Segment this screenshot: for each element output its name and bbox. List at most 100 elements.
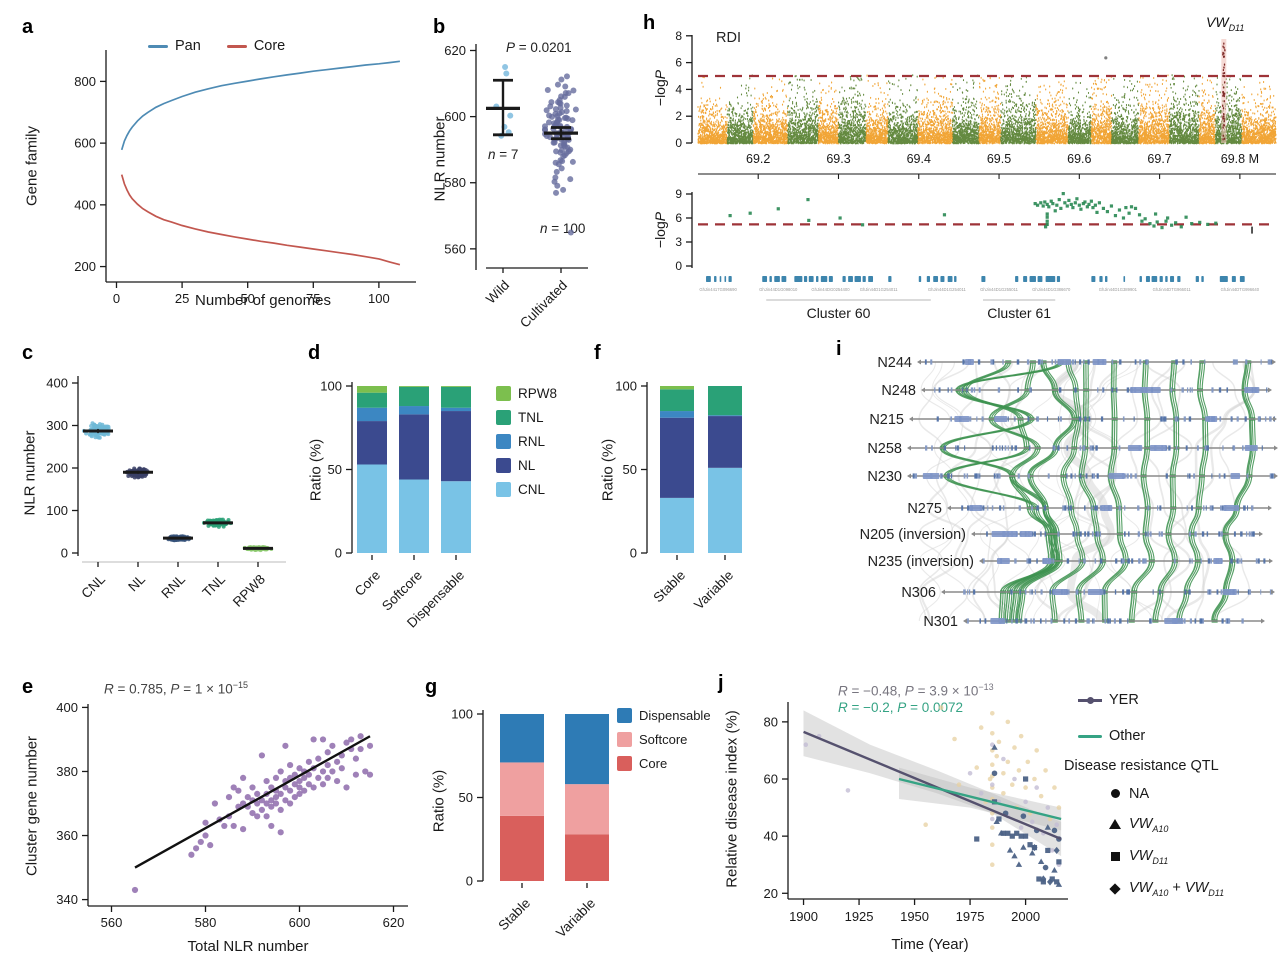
svg-text:Cluster 60: Cluster 60	[807, 305, 871, 321]
svg-text:Core: Core	[352, 568, 383, 599]
panel-a-xlabel: Number of genomes	[195, 292, 331, 309]
legend-item-na: NA	[1108, 786, 1224, 802]
panel-e-letter: e	[22, 676, 34, 698]
core-line-swatch	[226, 44, 247, 48]
legend-item-tnl: TNL	[496, 410, 557, 425]
svg-text:CNL: CNL	[78, 571, 108, 601]
svg-text:N301: N301	[923, 614, 958, 630]
panel-b-pvalue: P = 0.0201	[506, 40, 572, 55]
svg-text:0: 0	[675, 136, 682, 150]
svg-text:GhJin44D1G254011: GhJin44D1G254011	[928, 287, 967, 292]
svg-text:GhJin44D1G254011: GhJin44D1G254011	[860, 287, 899, 292]
panel-b-letter: b	[433, 16, 446, 38]
panel-c-letter: c	[22, 342, 34, 364]
svg-text:600: 600	[289, 915, 311, 930]
svg-text:Variable: Variable	[691, 568, 736, 613]
panel-j-letter: j	[718, 672, 724, 694]
svg-text:Stable: Stable	[495, 896, 533, 934]
svg-text:2000: 2000	[1011, 909, 1040, 924]
svg-text:GhJin4417G096690: GhJin4417G096690	[699, 287, 737, 292]
svg-text:340: 340	[56, 892, 78, 907]
circle-marker-icon	[1110, 789, 1120, 798]
svg-text:3: 3	[675, 235, 682, 249]
svg-text:100: 100	[368, 291, 390, 306]
core-ratio-stacked-bar-chart: 0 50 100 Stable Variable	[451, 707, 609, 941]
panel-e: e R = 0.785, P = 1 × 10−15 Cluster gene …	[18, 666, 422, 962]
svg-text:N306: N306	[901, 585, 936, 601]
dispensable-swatch	[617, 708, 632, 723]
svg-text:50: 50	[459, 790, 473, 805]
svg-text:620: 620	[444, 43, 466, 58]
svg-text:1900: 1900	[789, 909, 818, 924]
vw-d11-annotation: VWD11	[1206, 14, 1245, 33]
core-label: Core	[253, 38, 286, 54]
svg-text:TNL: TNL	[199, 571, 228, 600]
svg-text:20: 20	[764, 886, 778, 901]
svg-text:Stable: Stable	[650, 568, 688, 606]
rdi-label: RDI	[716, 30, 741, 46]
panel-a: a Pan Core Gene family Number of genomes…	[18, 14, 422, 314]
panel-j-stats-yer: R = −0.48, P = 3.9 × 10−13	[838, 682, 994, 699]
svg-text:50: 50	[240, 291, 254, 306]
qtl-legend-title: Disease resistance QTL	[1064, 758, 1219, 774]
svg-text:N244: N244	[877, 355, 912, 371]
svg-text:Variable: Variable	[553, 896, 598, 941]
panel-g-letter: g	[425, 676, 438, 698]
svg-text:RNL: RNL	[158, 571, 188, 601]
svg-text:400: 400	[56, 700, 78, 715]
svg-text:N248: N248	[881, 383, 916, 399]
legend-item-vw-d11: VWD11	[1108, 848, 1224, 866]
legend-item-vw-a10-d11: VWA10 + VWD11	[1108, 880, 1224, 898]
panel-b-n-wild: n = 7	[488, 147, 519, 162]
tnl-swatch	[496, 410, 511, 425]
svg-text:0: 0	[335, 546, 342, 561]
svg-text:N235 (inversion): N235 (inversion)	[868, 554, 974, 570]
svg-text:380: 380	[56, 764, 78, 779]
panel-d: d Ratio (%) RPW8 TNL RNL NL CNL 0 50 100 Co…	[300, 338, 592, 660]
svg-text:360: 360	[56, 828, 78, 843]
nlr-dotplot-chart: 560 580 600 620 Wild Cultivated	[444, 43, 588, 331]
pan-label: Pan	[175, 38, 201, 54]
svg-text:69.8 M: 69.8 M	[1221, 152, 1259, 166]
pan-core-curve-chart: 200 400 600 800 0 25 50 75 100	[74, 50, 416, 306]
svg-text:75: 75	[306, 291, 320, 306]
svg-text:100: 100	[451, 707, 473, 722]
svg-text:69.7: 69.7	[1147, 152, 1171, 166]
svg-text:GhJin44D1G255011: GhJin44D1G255011	[980, 287, 1019, 292]
panel-d-letter: d	[308, 342, 321, 364]
svg-text:100: 100	[615, 379, 637, 394]
svg-text:40: 40	[764, 829, 778, 844]
panel-a-letter: a	[22, 16, 34, 38]
panel-j-stats-other: R = −0.2, P = 0.0072	[838, 700, 963, 715]
svg-text:600: 600	[74, 136, 96, 151]
svg-text:800: 800	[74, 74, 96, 89]
nl-swatch	[496, 458, 511, 473]
svg-text:GhJin44D1G389901: GhJin44D1G389901	[1099, 287, 1138, 292]
svg-text:4: 4	[675, 82, 682, 96]
panel-f-letter: f	[594, 342, 601, 364]
svg-text:8: 8	[675, 29, 682, 43]
svg-text:25: 25	[175, 291, 189, 306]
panel-e-stats: R = 0.785, P = 1 × 10−15	[104, 680, 249, 697]
svg-text:2: 2	[675, 109, 682, 123]
synteny-plot: N244 N248 N215 N258 N230 N275 N205 (inversion)…	[860, 355, 1278, 630]
legend-item-rpw8: RPW8	[496, 386, 557, 401]
svg-text:560: 560	[101, 915, 123, 930]
legend-item-core-g: Core	[617, 756, 711, 771]
panel-c: c NLR number 0 100 200 300 400 CNL NL RNL TNL RPW…	[18, 338, 296, 660]
svg-text:GhJin44D1G098010: GhJin44D1G098010	[759, 287, 798, 292]
manhattan-chart: 0 2 4 6 8 69.2 69.3 69.4 69.5 69.6 69.7 69.8 M 0 3 6 9 G…	[675, 29, 1277, 321]
svg-text:50: 50	[623, 462, 637, 477]
panel-h-letter: h	[643, 12, 656, 34]
panel-f: f Ratio (%) 0 50 100 Stable Variable	[592, 338, 832, 660]
svg-text:200: 200	[46, 461, 68, 476]
panel-d-legend: RPW8 TNL RNL NL CNL	[496, 386, 557, 506]
rpw8-swatch	[496, 386, 511, 401]
svg-text:50: 50	[328, 462, 342, 477]
svg-text:69.3: 69.3	[826, 152, 850, 166]
legend-item-softcore: Softcore	[617, 732, 711, 747]
svg-text:0: 0	[466, 874, 473, 889]
panel-i-letter: i	[836, 338, 842, 360]
panel-i: i N244 N248 N215 N258 N230 N275 N205 (inversio…	[832, 336, 1280, 666]
